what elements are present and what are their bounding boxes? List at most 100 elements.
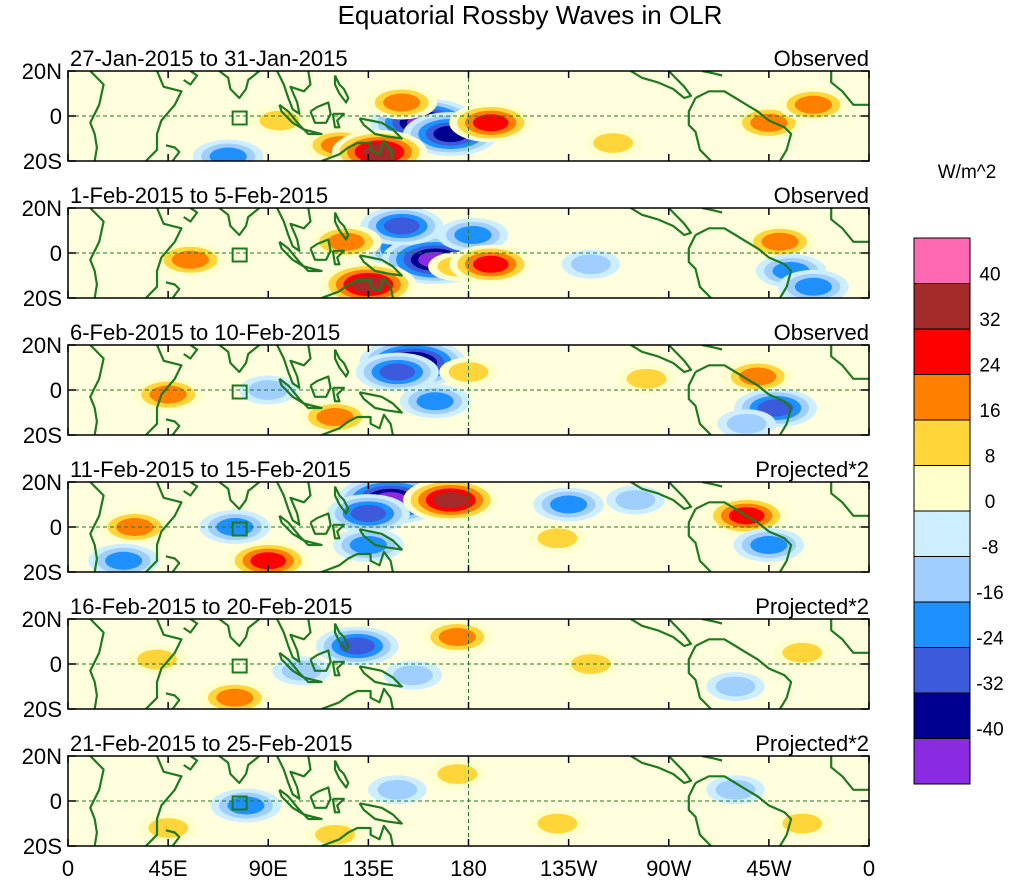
coastline [830, 345, 869, 380]
anomaly-contour [715, 779, 756, 800]
coastline [321, 550, 394, 572]
y-tick-label: 20N [22, 744, 62, 769]
anomaly-contour [339, 637, 376, 655]
anomaly-contour [250, 552, 287, 570]
anomaly-feature [778, 87, 849, 122]
chart-title: Equatorial Rossby Waves in OLR [338, 0, 723, 30]
anomaly-feature [583, 128, 643, 158]
colorbar-label: 0 [985, 492, 996, 513]
anomaly-feature [439, 357, 498, 387]
anomaly-feature [528, 809, 587, 838]
colorbar-cell [913, 510, 971, 557]
coastline [695, 775, 793, 846]
coastline [687, 508, 712, 572]
panel-label: Projected*2 [755, 594, 869, 619]
anomaly-feature [320, 262, 416, 298]
anomaly-feature [366, 85, 438, 120]
y-tick-label: 20N [22, 59, 62, 84]
panel-label: Observed [774, 183, 869, 208]
coastline [183, 71, 199, 86]
coastline [830, 756, 869, 791]
coastline [333, 212, 350, 241]
coastline [303, 676, 323, 684]
coastline [183, 756, 199, 771]
panels: 20N 0 20S 27-Jan-2015 to 31-Jan-2015 Observe… [22, 46, 870, 859]
coastline [309, 375, 332, 398]
anomaly-contour [715, 676, 756, 697]
coastline [303, 128, 323, 136]
panel-6: 20N 0 20S 21-Feb-2015 to 25-Feb-2015 Project… [22, 731, 870, 859]
coastline [309, 512, 332, 535]
coastline [358, 254, 403, 277]
anomaly-contour [315, 824, 355, 845]
coastline [695, 364, 793, 435]
anomaly-contour [537, 528, 578, 549]
coastline [183, 619, 199, 634]
coastline [333, 349, 350, 378]
anomaly-feature [368, 775, 427, 805]
x-tick-label: 135E [343, 856, 394, 881]
coastline [630, 208, 693, 237]
coastline [145, 756, 183, 846]
coastline [630, 345, 693, 374]
anomaly-field [132, 345, 818, 435]
anomaly-contour [377, 779, 418, 800]
coastlines [89, 208, 869, 298]
anomaly-contour [383, 93, 421, 112]
anomaly-feature [305, 820, 365, 846]
y-tick-label: 20S [23, 286, 62, 311]
anomaly-contour [615, 490, 656, 510]
coastline [276, 208, 312, 252]
coastline [321, 139, 394, 161]
anomaly-feature [250, 106, 309, 135]
anomaly-feature [310, 224, 382, 259]
coastline [309, 786, 332, 809]
coastline [89, 71, 105, 161]
coastline [358, 528, 403, 551]
anomaly-feature [88, 543, 159, 572]
y-tick-label: 0 [50, 652, 62, 677]
anomaly-contour [392, 665, 433, 686]
anomaly-feature [355, 352, 439, 392]
panel-label: Projected*2 [755, 457, 869, 482]
coastline [303, 265, 323, 273]
coastline [165, 144, 181, 161]
coastline [630, 71, 693, 100]
anomaly-contour [383, 217, 420, 235]
anomaly-contour [550, 495, 588, 514]
coastline [830, 482, 869, 517]
anomaly-contour [750, 113, 788, 132]
anomaly-feature [778, 269, 849, 298]
coastlines [89, 71, 869, 161]
anomaly-feature [717, 409, 776, 435]
anomaly-feature [528, 523, 587, 553]
anomaly-contour [438, 628, 476, 646]
coastline [165, 281, 181, 298]
panel-period: 1-Feb-2015 to 5-Feb-2015 [70, 183, 328, 208]
panel-period: 6-Feb-2015 to 10-Feb-2015 [70, 320, 340, 345]
anomaly-feature [138, 813, 198, 843]
coastline [145, 619, 183, 709]
anomaly-feature [706, 775, 765, 805]
colorbar-label: -24 [976, 629, 1004, 650]
coastline [165, 555, 181, 572]
colorbar-label: -32 [976, 674, 1003, 695]
anomaly-contour [472, 255, 509, 273]
coastlines [89, 345, 869, 435]
coastline [89, 208, 105, 298]
x-tick-label: 180 [450, 856, 487, 881]
anomaly-field [155, 208, 849, 298]
anomaly-contour [416, 392, 454, 411]
anomaly-contour [537, 813, 578, 834]
colorbar-label: 24 [979, 356, 1001, 377]
panel-period: 11-Feb-2015 to 15-Feb-2015 [70, 457, 351, 482]
colorbar-cell [913, 692, 971, 739]
x-axis: 0 45E 90E 135E 180 135W 90W 45W 0 [62, 856, 875, 881]
coastline [145, 208, 183, 298]
anomaly-contour [782, 813, 823, 834]
coastline [145, 345, 183, 435]
coastline [687, 97, 712, 161]
coastline [687, 782, 712, 846]
coastline [321, 413, 394, 435]
coastline [687, 645, 712, 709]
